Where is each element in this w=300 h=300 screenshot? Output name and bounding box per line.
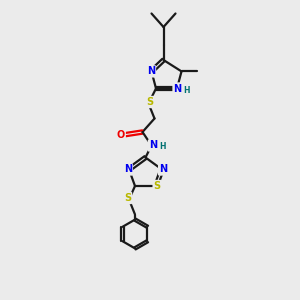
Text: S: S bbox=[146, 97, 154, 107]
Text: H: H bbox=[160, 142, 166, 151]
Text: N: N bbox=[159, 164, 167, 175]
Text: N: N bbox=[124, 164, 132, 175]
Text: O: O bbox=[116, 130, 125, 140]
Text: S: S bbox=[154, 181, 161, 191]
Text: N: N bbox=[173, 83, 182, 94]
Text: N: N bbox=[147, 66, 155, 76]
Text: S: S bbox=[124, 193, 131, 203]
Text: H: H bbox=[183, 86, 190, 95]
Text: N: N bbox=[149, 140, 157, 151]
